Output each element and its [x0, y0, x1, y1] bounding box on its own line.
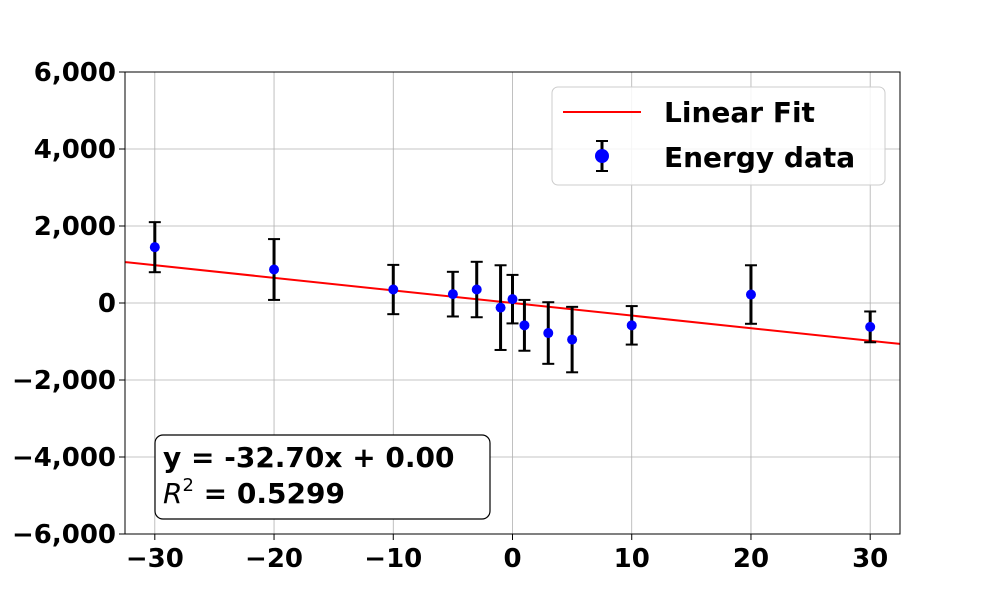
data-marker: [626, 320, 637, 331]
data-point: [864, 310, 877, 344]
x-tick-label: −10: [364, 544, 422, 574]
y-tick-label: −4,000: [12, 443, 116, 473]
data-point: [148, 221, 161, 274]
y-axis-ticks: −6,000 −4,000 −2,000 0 2,000 4,000 6,000: [12, 58, 125, 550]
data-point: [387, 263, 400, 316]
annotation-box: [154, 434, 491, 520]
data-point: [518, 298, 531, 352]
r-squared-value: = 0.5299: [194, 477, 345, 510]
x-tick-label: 30: [852, 544, 888, 574]
data-point: [744, 264, 757, 325]
data-marker: [567, 334, 578, 345]
legend: Linear Fit Energy data: [551, 86, 886, 186]
fit-annotation: y = -32.70x + 0.00 R2 = 0.5299: [154, 434, 491, 520]
y-tick-label: 0: [98, 289, 116, 319]
data-point: [268, 238, 281, 301]
r-squared-text: R2 = 0.5299: [163, 475, 345, 510]
energy-data-layer: [148, 221, 877, 374]
data-marker: [447, 289, 458, 300]
x-tick-label: −30: [126, 544, 184, 574]
data-marker: [865, 321, 876, 332]
r-squared-exponent: 2: [182, 475, 193, 496]
data-marker: [543, 328, 554, 339]
data-marker: [519, 320, 530, 331]
x-axis-ticks: −30 −20 −10 0 10 20 30: [126, 534, 888, 574]
data-marker: [507, 294, 518, 305]
r-squared-symbol: R: [163, 477, 182, 510]
x-tick-label: −20: [245, 544, 303, 574]
data-point: [470, 260, 483, 319]
y-tick-label: 6,000: [34, 58, 116, 88]
data-marker: [495, 302, 506, 313]
data-point: [542, 301, 555, 365]
data-marker: [471, 284, 482, 295]
y-tick-label: 4,000: [34, 135, 116, 165]
data-marker: [269, 264, 280, 275]
data-point: [494, 264, 507, 351]
data-point: [446, 270, 459, 318]
x-tick-label: 0: [503, 544, 521, 574]
data-point: [625, 305, 638, 346]
y-tick-label: −6,000: [12, 520, 116, 550]
legend-energy-data-swatch: [595, 140, 609, 172]
data-point: [566, 305, 579, 374]
legend-energy-data-label: Energy data: [664, 141, 855, 174]
y-tick-label: −2,000: [12, 366, 116, 396]
data-marker: [388, 284, 399, 295]
y-tick-label: 2,000: [34, 212, 116, 242]
x-tick-label: 10: [614, 544, 650, 574]
data-point: [506, 273, 519, 325]
data-marker: [745, 289, 756, 300]
fit-equation: y = -32.70x + 0.00: [163, 441, 455, 474]
legend-linear-fit-label: Linear Fit: [664, 96, 815, 129]
x-tick-label: 20: [733, 544, 769, 574]
data-marker: [149, 242, 160, 253]
